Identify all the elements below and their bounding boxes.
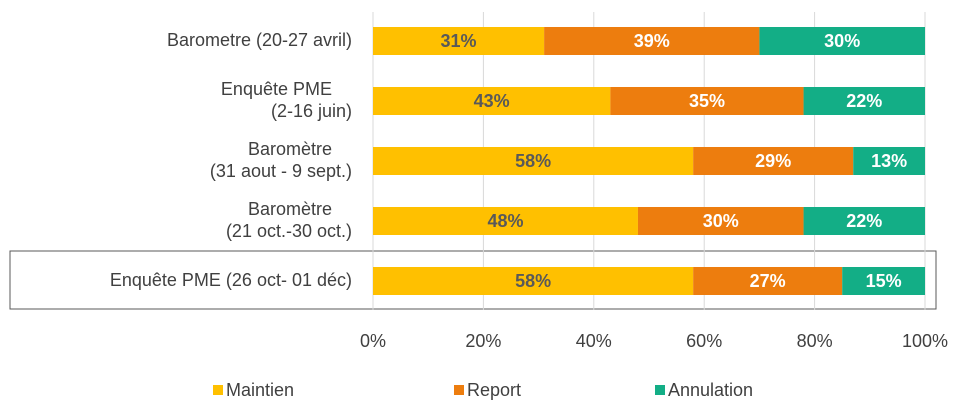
data-label: 39% xyxy=(634,31,670,51)
x-tick-label: 100% xyxy=(902,331,948,351)
y-tick-label: Barometre (20-27 avril) xyxy=(167,30,352,50)
legend-label: Report xyxy=(467,380,521,400)
highlight-box xyxy=(9,250,937,310)
bar-segment xyxy=(373,147,694,175)
data-label: 22% xyxy=(846,91,882,111)
y-tick-label: Enquête PME (26 oct- 01 déc) xyxy=(110,270,352,290)
bar-segment xyxy=(373,87,611,115)
legend-label: Maintien xyxy=(226,380,294,400)
x-tick-label: 60% xyxy=(686,331,722,351)
bar-segment xyxy=(803,207,925,235)
data-label: 29% xyxy=(755,151,791,171)
bar-segment xyxy=(610,87,804,115)
x-tick-label: 20% xyxy=(465,331,501,351)
data-label: 15% xyxy=(866,271,902,291)
data-label: 35% xyxy=(689,91,725,111)
data-label: 27% xyxy=(750,271,786,291)
bar-segment xyxy=(544,27,760,55)
data-label: 58% xyxy=(515,151,551,171)
data-label: 30% xyxy=(824,31,860,51)
bar-segment xyxy=(759,27,925,55)
legend-label: Annulation xyxy=(668,380,753,400)
data-label: 48% xyxy=(487,211,523,231)
legend-swatch xyxy=(454,385,464,395)
y-tick-label: Baromètre (21 oct.-30 oct.) xyxy=(226,199,352,241)
x-tick-label: 40% xyxy=(576,331,612,351)
data-label: 31% xyxy=(441,31,477,51)
bar-segment xyxy=(373,267,694,295)
legend-swatch xyxy=(213,385,223,395)
bar-segment xyxy=(853,147,925,175)
data-label: 58% xyxy=(515,271,551,291)
data-label: 22% xyxy=(846,211,882,231)
bar-segment xyxy=(842,267,925,295)
bar-segment xyxy=(373,207,638,235)
bar-segment xyxy=(803,87,925,115)
y-tick-label: Baromètre (31 aout - 9 sept.) xyxy=(210,139,352,181)
data-label: 43% xyxy=(474,91,510,111)
x-tick-label: 80% xyxy=(797,331,833,351)
bar-segment xyxy=(637,207,804,235)
data-label: 30% xyxy=(703,211,739,231)
bar-segment xyxy=(373,27,545,55)
legend-swatch xyxy=(655,385,665,395)
data-label: 13% xyxy=(871,151,907,171)
x-tick-label: 0% xyxy=(360,331,386,351)
y-tick-label: Enquête PME (2-16 juin) xyxy=(221,79,352,121)
bar-segment xyxy=(693,267,843,295)
bar-segment xyxy=(693,147,854,175)
